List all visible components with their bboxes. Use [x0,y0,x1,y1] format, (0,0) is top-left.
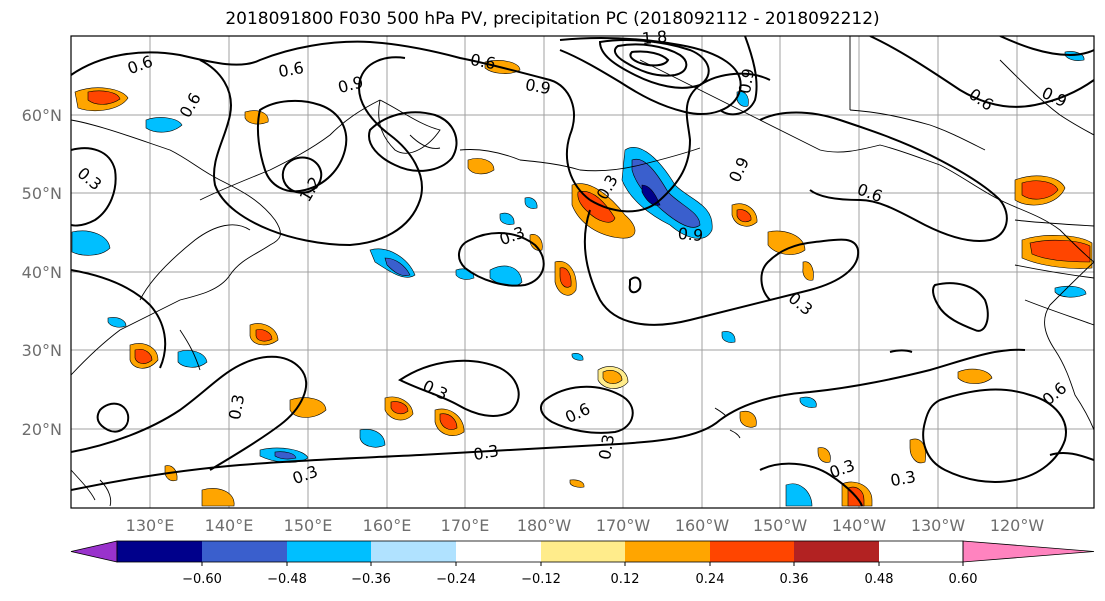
latitude-label: 60°N [22,106,62,125]
contour-label: 1.8 [641,27,668,48]
contour-label: 0.3 [472,441,500,464]
colorbar-tick-label: 0.24 [696,572,725,587]
contour-label: 0.6 [469,50,497,73]
colorbar-swatch [202,541,287,562]
graticule [71,36,1094,508]
colorbar-swatch [794,541,879,562]
colorbar-extend-max [962,540,1095,563]
colorbar: −0.60 −0.48 −0.36 −0.24 −0.12 0.12 0.24 0.36 0.4… [70,540,1095,587]
contour-label: 0.3 [889,467,917,490]
colorbar-swatch [541,541,625,562]
colorbar-frame [116,540,964,563]
latitude-label: 30°N [22,341,62,360]
colorbar-swatch [456,541,541,562]
longitude-label: 180°W [517,516,572,535]
longitude-label: 140°E [205,516,254,535]
longitude-label: 130°E [126,516,175,535]
colorbar-tick-label: −0.36 [351,572,391,587]
colorbar-tick-label: −0.48 [267,572,307,587]
contour-label: 0.6 [277,58,305,81]
pv-contour [71,40,591,201]
contour-label: 0.3 [225,393,248,421]
colorbar-tick-label: 0.48 [865,572,894,587]
contour-label: 0.9 [677,224,704,245]
longitude-label: 120°W [990,516,1045,535]
longitude-label: 170°W [596,516,651,535]
colorbar-swatch [287,541,371,562]
colorbar-swatch [371,541,456,562]
latitude-labels: 60°N 50°N 40°N 30°N 20°N [22,106,62,439]
coastlines [71,36,1094,507]
longitude-label: 160°E [363,516,412,535]
longitude-label: 150°E [284,516,333,535]
contour-label: 0.3 [595,433,618,461]
longitude-label: 130°W [911,516,966,535]
longitude-label: 140°W [832,516,887,535]
colorbar-tick-label: 0.36 [780,572,809,587]
colorbar-swatch [710,541,794,562]
colorbar-tick-label: 0.60 [949,572,978,587]
contour-label: 0.9 [524,75,552,98]
contour-label: 0.9 [735,67,758,95]
colorbar-tick-label: −0.60 [182,572,222,587]
longitude-labels: 130°E 140°E 150°E 160°E 170°E 180°W 170°W 160°W… [126,516,1045,535]
colorbar-tick-label: −0.12 [521,572,561,587]
longitude-label: 150°W [753,516,808,535]
colorbar-swatch [117,541,202,562]
longitude-label: 160°W [675,516,730,535]
colorbar-swatch [625,541,710,562]
pv-contours [71,36,1094,507]
map-border [70,35,1095,509]
latitude-label: 20°N [22,420,62,439]
latitude-label: 40°N [22,263,62,282]
latitude-label: 50°N [22,184,62,203]
colorbar-extend-min [70,540,118,563]
map-title: 2018091800 F030 500 hPa PV, precipitatio… [225,9,880,29]
longitude-label: 170°E [441,516,490,535]
colorbar-tick-label: −0.24 [436,572,476,587]
colorbar-tick-label: 0.12 [611,572,640,587]
